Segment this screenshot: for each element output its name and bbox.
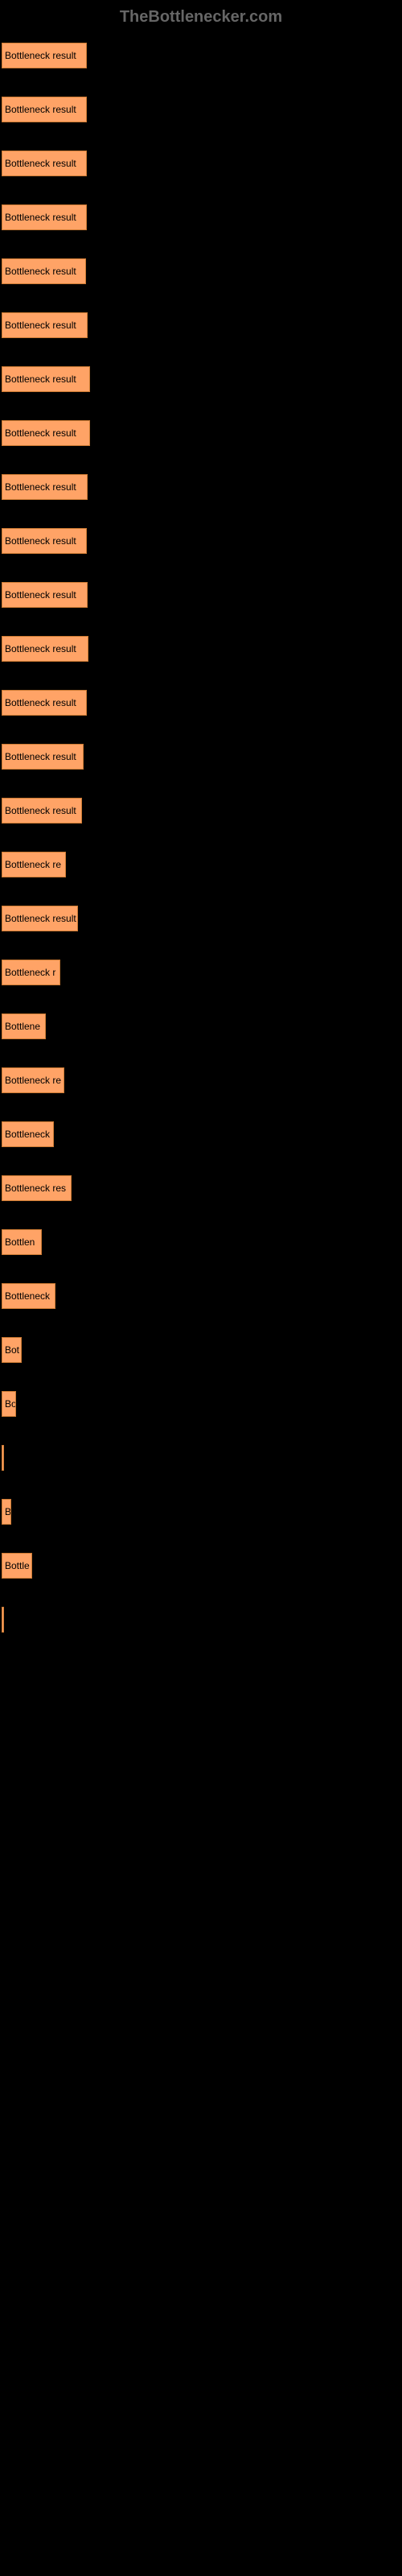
bar: Bottle xyxy=(2,1553,32,1579)
bar: Bottleneck result xyxy=(2,151,87,176)
bar: Bottleneck r xyxy=(2,960,60,985)
bar: Bottleneck result xyxy=(2,258,86,284)
bar-row: Bottlen xyxy=(2,1229,402,1255)
bar: Bottlen xyxy=(2,1229,42,1255)
bar-label: Bottleneck result xyxy=(5,481,76,493)
bar: Bottleneck result xyxy=(2,204,87,230)
bar-row: Bottleneck result xyxy=(2,474,402,500)
bar-row: Bottleneck result xyxy=(2,258,402,284)
bar-label: Bottleneck xyxy=(5,1290,50,1302)
bar-row: Bottle xyxy=(2,1553,402,1579)
bar: Bottleneck res xyxy=(2,1175,72,1201)
bar: Bottleneck result xyxy=(2,690,87,716)
bar-row: Bottleneck result xyxy=(2,528,402,554)
bar-row: Bottleneck result xyxy=(2,690,402,716)
bar-row: Bottleneck result xyxy=(2,204,402,230)
bar-label: Bottleneck result xyxy=(5,212,76,223)
bar-label: Bottleneck result xyxy=(5,266,76,277)
bar: Bottleneck result xyxy=(2,366,90,392)
bar-row: B xyxy=(2,1499,402,1525)
bar: Bottleneck result xyxy=(2,97,87,122)
bar: Bottleneck re xyxy=(2,852,66,877)
bar: Bottleneck result xyxy=(2,906,78,931)
bar-row xyxy=(2,1445,402,1471)
bar-label: Bottle xyxy=(5,1560,30,1571)
bar-row: Bottlene xyxy=(2,1013,402,1039)
bar-row: Bottleneck xyxy=(2,1283,402,1309)
bar-label: Bottleneck result xyxy=(5,535,76,547)
bar-label: Bottleneck result xyxy=(5,751,76,762)
bar: Bottleneck result xyxy=(2,582,88,608)
bar-label: B xyxy=(5,1506,11,1517)
bar: Bottleneck result xyxy=(2,744,84,770)
bar-label: Bottleneck re xyxy=(5,859,61,870)
bar: Bottleneck result xyxy=(2,474,88,500)
bar: Bottleneck xyxy=(2,1121,54,1147)
bar: Bot xyxy=(2,1337,22,1363)
bar: B xyxy=(2,1499,11,1525)
bar-row: Bottleneck result xyxy=(2,43,402,68)
bar: Bottlene xyxy=(2,1013,46,1039)
bar-label: Bottleneck result xyxy=(5,158,76,169)
bar-label: Bottleneck result xyxy=(5,913,76,924)
bar-row: Bottleneck re xyxy=(2,852,402,877)
bar-row: Bottleneck re xyxy=(2,1067,402,1093)
bar-label: Bottlene xyxy=(5,1021,40,1032)
bar: Bottleneck result xyxy=(2,636,88,662)
bar-label: Bottleneck re xyxy=(5,1075,61,1086)
bar-label: Bottleneck result xyxy=(5,320,76,331)
bar-row: Bottleneck result xyxy=(2,636,402,662)
bar: Bottleneck result xyxy=(2,798,82,824)
bar: Bottleneck result xyxy=(2,420,90,446)
bar-label: Bo xyxy=(5,1398,16,1410)
bar: Bottleneck result xyxy=(2,528,87,554)
bar-label: Bottleneck xyxy=(5,1129,50,1140)
bar-row: Bo xyxy=(2,1391,402,1417)
bar-label: Bottleneck result xyxy=(5,427,76,439)
bar-row xyxy=(2,1607,402,1633)
bar-row: Bottleneck result xyxy=(2,906,402,931)
bar-row: Bottleneck result xyxy=(2,151,402,176)
bar-label: Bottlen xyxy=(5,1236,35,1248)
bar-label: Bottleneck result xyxy=(5,697,76,708)
bar-label: Bottleneck result xyxy=(5,104,76,115)
bar-row: Bottleneck r xyxy=(2,960,402,985)
bar-chart: Bottleneck result Bottleneck result Bottle… xyxy=(0,43,402,1633)
bar: Bottleneck re xyxy=(2,1067,64,1093)
bar-label: Bottleneck result xyxy=(5,50,76,61)
bar-row: Bottleneck result xyxy=(2,97,402,122)
bar-row: Bottleneck result xyxy=(2,798,402,824)
bar-label: Bottleneck res xyxy=(5,1183,66,1194)
bar-label: Bottleneck result xyxy=(5,643,76,654)
bar-row: Bottleneck result xyxy=(2,582,402,608)
bar-label: Bottleneck result xyxy=(5,589,76,601)
bar-row: Bottleneck result xyxy=(2,420,402,446)
bar-label: Bot xyxy=(5,1344,19,1356)
bar-label: Bottleneck result xyxy=(5,374,76,385)
bar-row: Bot xyxy=(2,1337,402,1363)
bar-label: Bottleneck result xyxy=(5,805,76,816)
bar-row: Bottleneck result xyxy=(2,312,402,338)
bar xyxy=(2,1607,4,1633)
bar xyxy=(2,1445,4,1471)
bar: Bottleneck xyxy=(2,1283,55,1309)
bar-row: Bottleneck result xyxy=(2,744,402,770)
bar: Bottleneck result xyxy=(2,312,88,338)
bar-row: Bottleneck res xyxy=(2,1175,402,1201)
bar-row: Bottleneck xyxy=(2,1121,402,1147)
bar-label: Bottleneck r xyxy=(5,967,55,978)
bar-row: Bottleneck result xyxy=(2,366,402,392)
site-header: TheBottlenecker.com xyxy=(0,8,402,27)
bar: Bottleneck result xyxy=(2,43,87,68)
bar: Bo xyxy=(2,1391,16,1417)
